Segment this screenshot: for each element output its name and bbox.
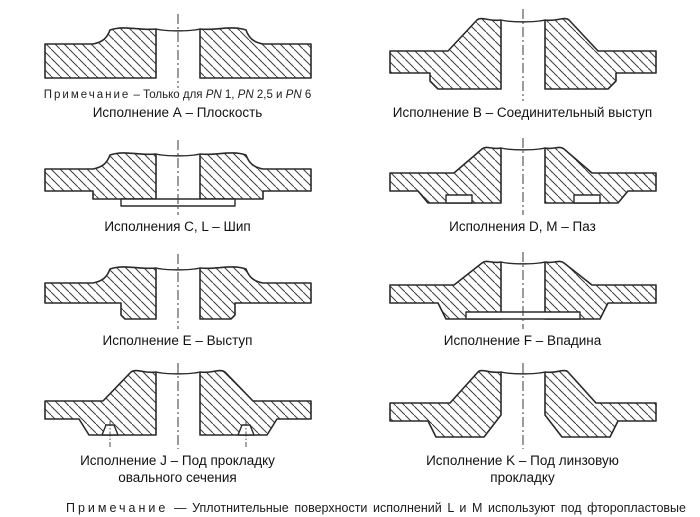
break-line <box>155 267 200 271</box>
figure-execution-c-l: Исполнения C, L – Шип <box>8 133 347 235</box>
figure-execution-b: Исполнение B – Соединительный выступ <box>353 4 692 121</box>
note-label: Примечание <box>43 89 131 101</box>
figure-execution-d-m: Исполнения D, M – Паз <box>353 133 692 235</box>
oval-groove-left <box>100 424 119 436</box>
figure-d-caption: Исполнения D, M – Паз <box>449 219 596 234</box>
figure-b-caption: Исполнение B – Соединительный выступ <box>392 105 653 120</box>
footnote-label: Примечание <box>66 501 169 515</box>
figure-a-note: Примечание – Только для PN 1, PN 2,5 и P… <box>44 89 311 101</box>
break-line <box>155 153 200 157</box>
flange-section-f-female <box>388 252 657 329</box>
flange-section-k-lens-gasket <box>388 363 657 449</box>
figure-k-caption: Исполнение K – Под линзовую <box>426 453 619 468</box>
figure-j-caption: Исполнение J – Под прокладку <box>80 453 275 468</box>
figure-f-caption: Исполнение F – Впадина <box>443 333 602 348</box>
figure-j-caption-line2: овального сечения <box>118 470 237 485</box>
break-line <box>500 19 545 23</box>
figure-a-caption: Исполнение А – Плоскость <box>92 105 263 120</box>
figure-execution-e: Исполнение E – Выступ <box>8 247 347 349</box>
break-line <box>500 261 545 265</box>
flange-section-d-groove <box>388 138 657 215</box>
figure-c-caption: Исполнения C, L – Шип <box>104 219 251 234</box>
flange-section-b-raised-face <box>388 9 657 101</box>
figure-execution-k: Исполнение K – Под линзовую прокладку <box>353 361 692 486</box>
break-line <box>500 147 545 151</box>
figure-execution-a: Примечание – Только для PN 1, PN 2,5 и P… <box>8 4 347 121</box>
break-line <box>155 28 200 32</box>
figures-grid: Примечание – Только для PN 1, PN 2,5 и P… <box>8 4 692 486</box>
figure-execution-f: Исполнение F – Впадина <box>353 247 692 349</box>
figure-e-caption: Исполнение E – Выступ <box>102 333 253 348</box>
flange-section-c-tongue <box>43 140 312 215</box>
footnote: Примечание — Уплотнительные поверхности … <box>14 500 686 517</box>
flange-section-j-oval-gasket <box>43 363 312 449</box>
figure-k-caption-line2: прокладку <box>490 470 555 485</box>
note-text: – Только для PN 1, PN 2,5 и PN 6 <box>133 89 312 101</box>
flange-section-e-male <box>43 254 312 329</box>
groove-left <box>444 194 473 204</box>
oval-groove-right <box>236 424 255 436</box>
break-line <box>155 371 200 375</box>
footnote-text: — Уплотнительные поверхности исполнений … <box>173 501 686 515</box>
flange-section-a-flat-face <box>43 14 312 88</box>
break-line <box>500 371 545 375</box>
figure-execution-j: Исполнение J – Под прокладку овального с… <box>8 361 347 486</box>
groove-right <box>572 194 601 204</box>
